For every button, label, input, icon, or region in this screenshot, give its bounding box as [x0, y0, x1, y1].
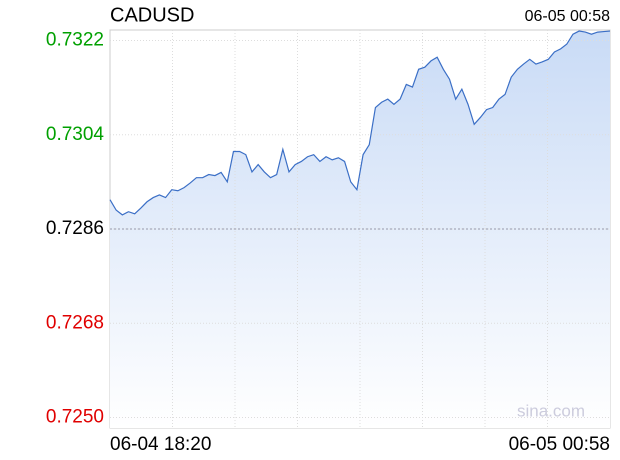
- y-tick-label: 0.7268: [46, 312, 104, 333]
- y-tick-label: 0.7286: [46, 218, 104, 239]
- header-time: 06-05 00:58: [525, 8, 611, 25]
- x-tick-label: 06-05 00:58: [509, 434, 610, 455]
- y-tick-label: 0.7250: [46, 407, 104, 428]
- chart-title: CADUSD: [110, 4, 194, 26]
- y-tick-label: 0.7304: [46, 124, 105, 145]
- price-line: [109, 30, 611, 216]
- area-fill: [110, 31, 610, 429]
- y-tick-label: 0.7322: [46, 29, 104, 50]
- x-tick-label: 06-04 18:20: [110, 434, 211, 455]
- watermark: sina.com: [517, 401, 585, 420]
